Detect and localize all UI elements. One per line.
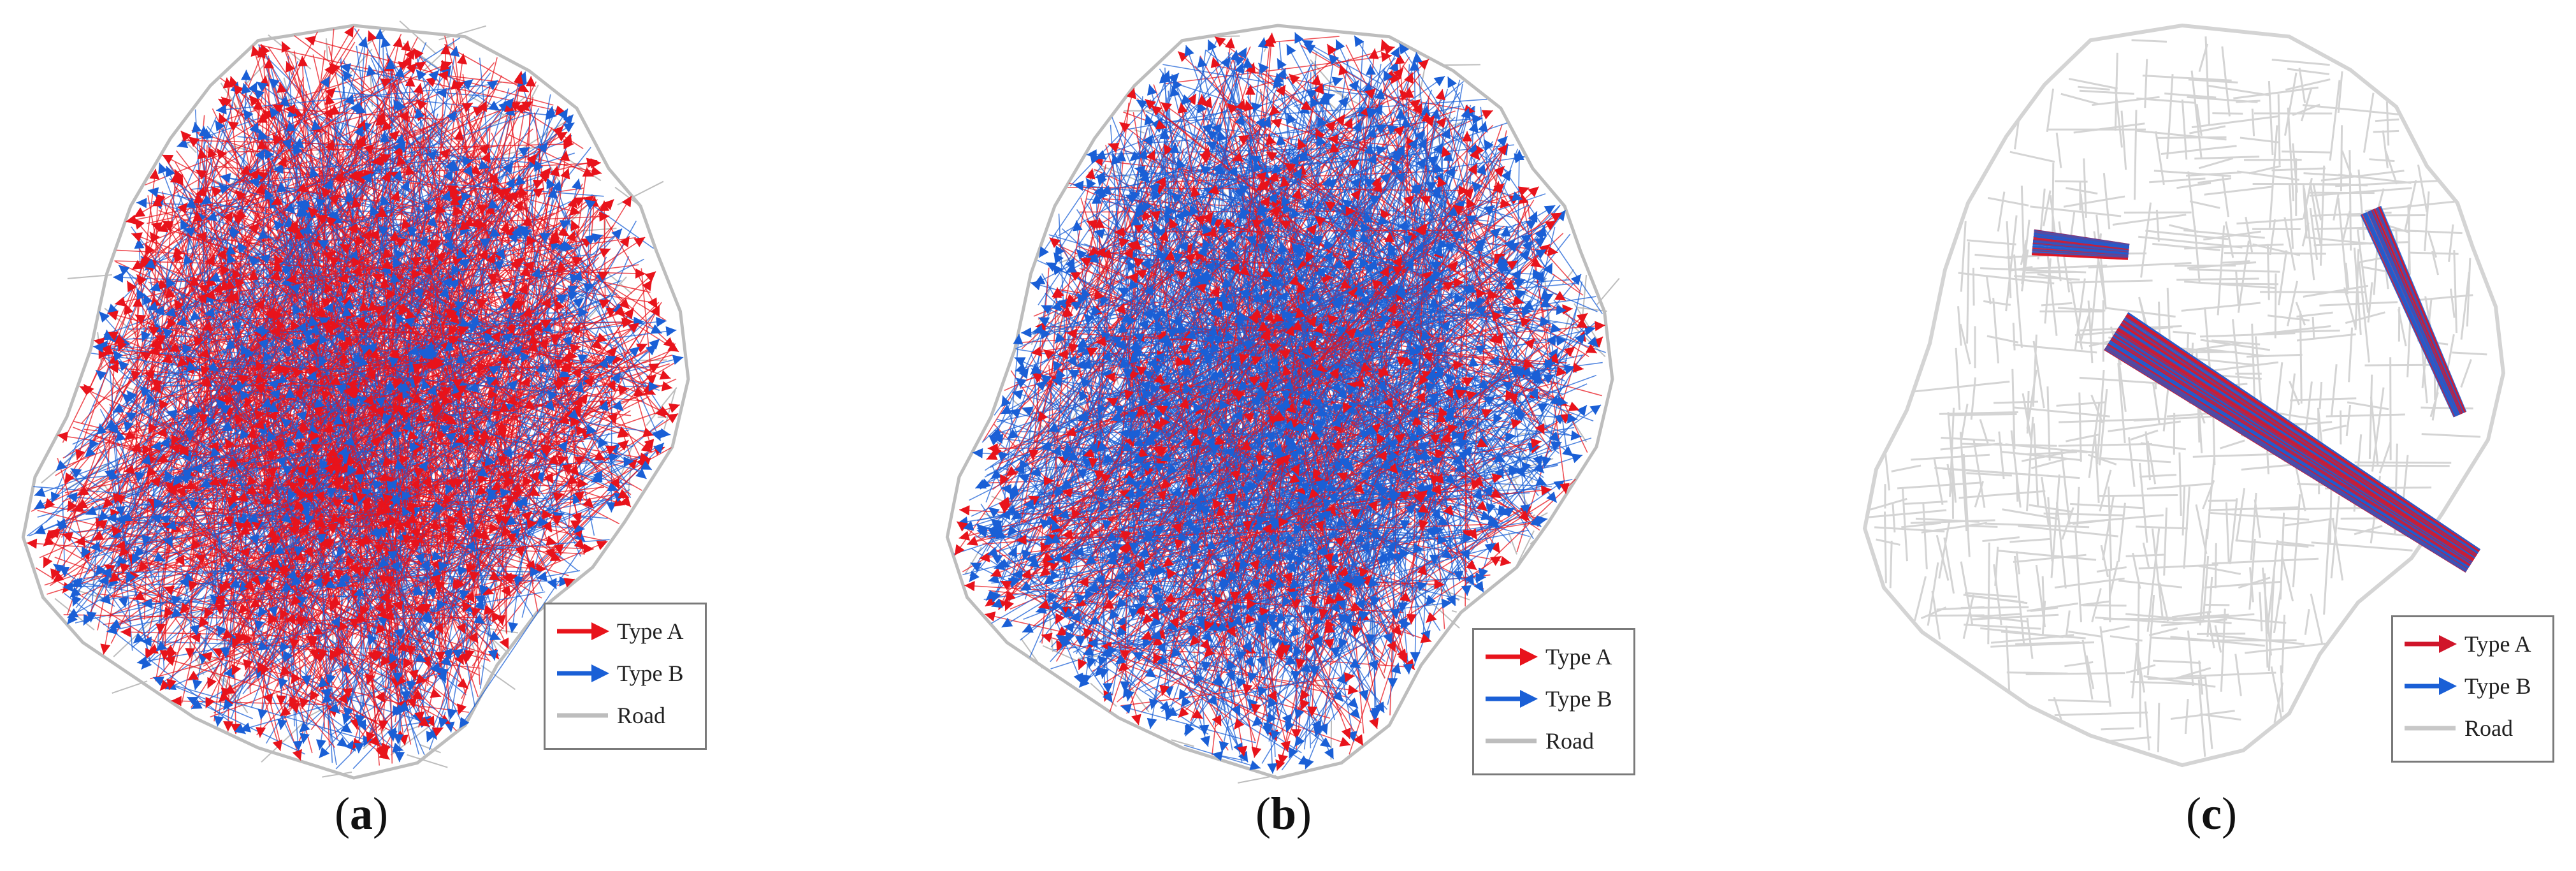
blue-arrow-icon [1486, 690, 1538, 708]
road-network-c [1862, 23, 2506, 768]
red-arrow-icon [2405, 635, 2457, 653]
panel-a: Type A Type B Road (a) [0, 0, 829, 871]
legend-a: Type A Type B Road [544, 603, 707, 750]
legend-c-label: Type A [2464, 631, 2531, 657]
od-arrowheads-a [26, 26, 684, 763]
legend-b: Type A Type B Road [1472, 628, 1635, 775]
map-b [945, 24, 1620, 784]
panel-c: Type A Type B Road (c) [1848, 0, 2576, 871]
blue-arrow-icon [557, 664, 609, 682]
od-arrowheads-b [954, 32, 1605, 774]
map-a [21, 20, 690, 780]
legend-c-label: Type B [2464, 673, 2531, 699]
caption-b: (b) [1255, 788, 1312, 839]
red-arrow-icon [1486, 648, 1538, 666]
road-line-icon [1486, 738, 1537, 743]
road-line-icon [557, 713, 608, 718]
legend-a-label: Road [617, 703, 665, 728]
od-flows-c [2032, 205, 2481, 573]
legend-c-label: Road [2464, 715, 2513, 741]
red-arrow-icon [557, 622, 609, 640]
blue-arrow-icon [2405, 677, 2457, 695]
panel-b: Type A Type B Road (b) [918, 0, 1746, 871]
caption-a: (a) [335, 788, 388, 839]
legend-b-label: Type A [1545, 644, 1612, 670]
map-c [1862, 23, 2506, 768]
legend-b-label: Type B [1545, 686, 1612, 712]
legend-b-label: Road [1545, 728, 1594, 754]
legend-c: Type A Type B Road [2391, 615, 2554, 763]
road-line-icon [2405, 726, 2456, 731]
legend-a-label: Type A [617, 618, 684, 644]
legend-a-label: Type B [617, 661, 684, 686]
caption-c: (c) [2186, 788, 2237, 839]
